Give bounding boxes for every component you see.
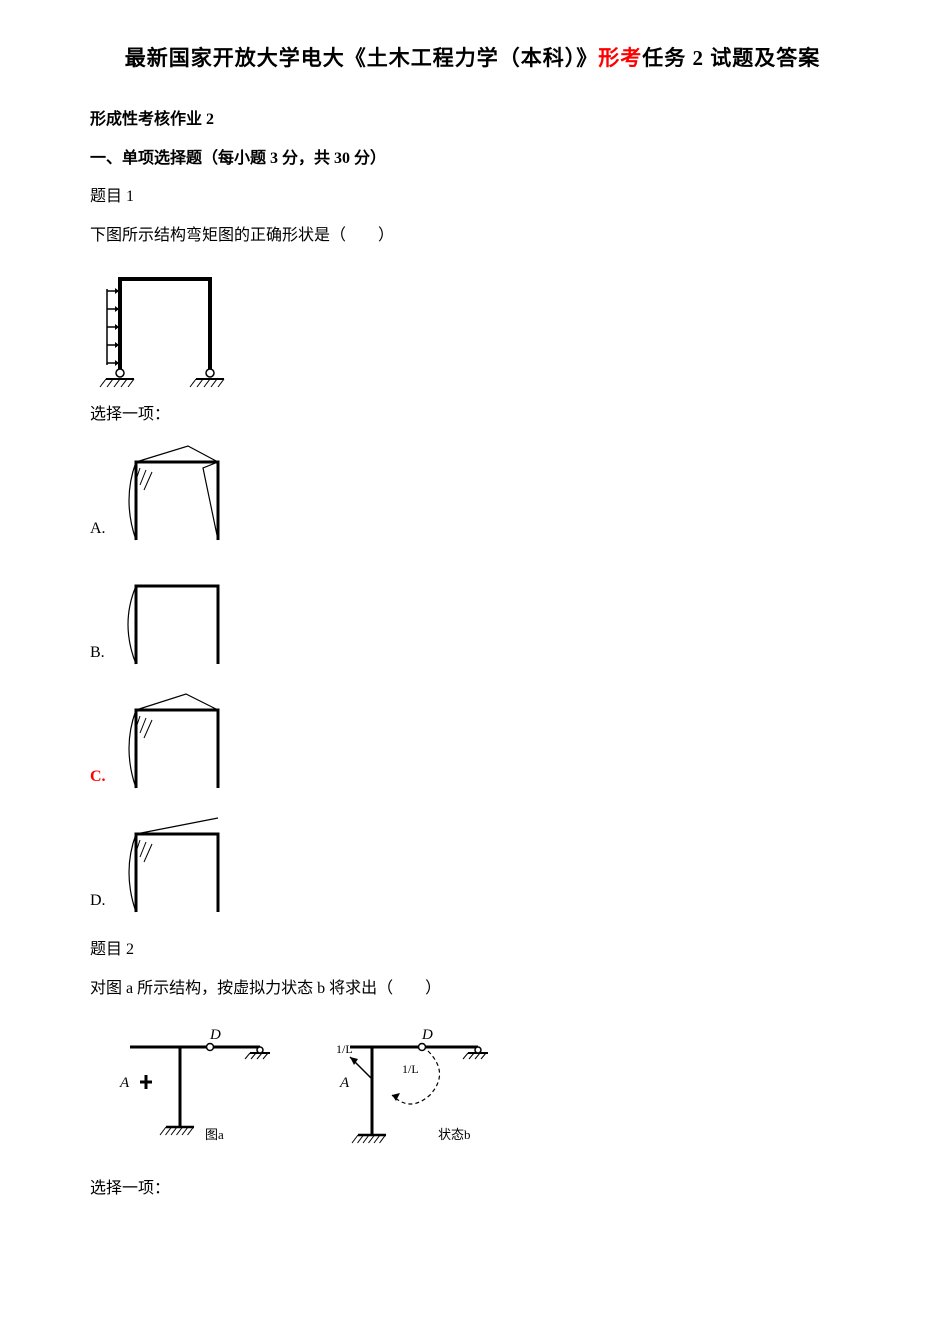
q1-text: 下图所示结构弯矩图的正确形状是（ ） (90, 222, 855, 251)
exam-page: 最新国家开放大学电大《土木工程力学（本科）》形考任务 2 试题及答案 形成性考核… (0, 0, 945, 1254)
option-b-row: B. (90, 564, 855, 674)
title-post: 任务 2 试题及答案 (642, 46, 820, 70)
q1-problem-figure (90, 261, 855, 391)
q2-text: 对图 a 所示结构，按虚拟力状态 b 将求出（ ） (90, 975, 855, 1004)
option-d-figure (118, 812, 238, 922)
option-c-figure (118, 688, 238, 798)
title-pre: 最新国家开放大学电大《土木工程力学（本科）》 (125, 46, 599, 70)
svg-text:1/L: 1/L (336, 1042, 353, 1056)
svg-text:状态b: 状态b (438, 1127, 471, 1142)
svg-text:D: D (421, 1027, 433, 1043)
svg-text:图a: 图a (205, 1127, 224, 1142)
q2-heading: 题目 2 (90, 936, 855, 965)
option-b-label: B. (90, 639, 118, 674)
q2-figure-b: 1/L 1/L A D 状态b (310, 1017, 500, 1157)
homework-label: 形成性考核作业 2 (90, 106, 855, 135)
option-c-label: C. (90, 763, 118, 798)
select-label-2: 选择一项： (90, 1175, 855, 1204)
svg-text:D: D (209, 1027, 221, 1043)
section-heading: 一、单项选择题（每小题 3 分，共 30 分） (90, 145, 855, 174)
page-title: 最新国家开放大学电大《土木工程力学（本科）》形考任务 2 试题及答案 (90, 40, 855, 78)
svg-text:A: A (119, 1075, 130, 1091)
svg-text:1/L: 1/L (402, 1062, 419, 1076)
option-d-label: D. (90, 887, 118, 922)
option-d-row: D. (90, 812, 855, 922)
q2-figure-a: A D 图a (110, 1017, 280, 1157)
select-label-1: 选择一项： (90, 401, 855, 430)
title-red: 形考 (598, 46, 642, 70)
option-a-figure (118, 440, 238, 550)
svg-text:A: A (339, 1075, 350, 1091)
option-c-row: C. (90, 688, 855, 798)
q1-heading: 题目 1 (90, 183, 855, 212)
q2-figures: A D 图a 1/L 1/L A D 状态b (90, 1017, 855, 1157)
option-a-row: A. (90, 440, 855, 550)
option-b-figure (118, 564, 238, 674)
option-a-label: A. (90, 515, 118, 550)
